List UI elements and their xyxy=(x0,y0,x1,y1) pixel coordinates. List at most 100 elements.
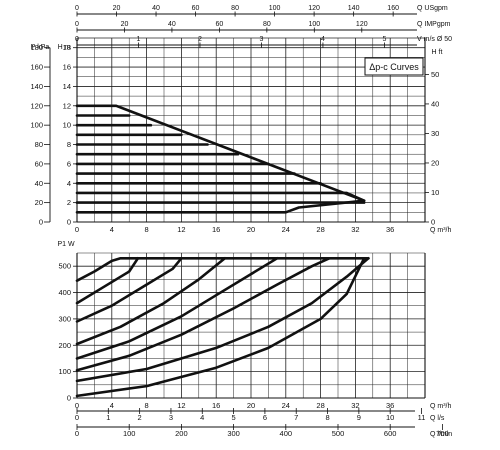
head-tick-label: 16 xyxy=(63,63,71,72)
power-flow-tick-label: 0 xyxy=(75,401,79,410)
head-ft-tick-label: 50 xyxy=(431,70,439,79)
power-curve-7 xyxy=(75,256,140,305)
pressure-tick-label: 60 xyxy=(35,159,43,168)
top-scale-tick-label: 20 xyxy=(121,21,129,28)
pressure-curve-1 xyxy=(75,199,366,214)
head-ft-tick-label: 10 xyxy=(431,188,439,197)
flow-tick-label: 12 xyxy=(177,225,185,234)
bottom-scale-tick-label: 500 xyxy=(332,429,345,438)
pressure-tick-label: 160 xyxy=(30,63,43,72)
power-flow-axis-label: Q m³/h xyxy=(430,403,451,410)
top-scale-tick-label: 60 xyxy=(215,21,223,28)
bottom-scale-tick-label: 2 xyxy=(138,413,142,422)
curve-type-badge-box xyxy=(364,57,424,76)
power-curve-2 xyxy=(75,256,370,383)
power-axis-label: P1 W xyxy=(57,241,75,248)
top-scale-tick-label: 0 xyxy=(75,36,79,43)
power-tick-label: 400 xyxy=(58,288,71,297)
top-scale-tick-label: 160 xyxy=(387,5,399,12)
bottom-scale-tick-label: 1 xyxy=(106,413,110,422)
bottom-scale-tick-label: 5 xyxy=(232,413,236,422)
bottom-scale-tick-label: 400 xyxy=(280,429,293,438)
bottom-scale-tick-label: 0 xyxy=(75,429,79,438)
bottom-scale-tick-label: 700 xyxy=(436,429,449,438)
power-curve-3 xyxy=(75,256,331,372)
bottom-scale-tick-label: 9 xyxy=(357,413,361,422)
power-flow-tick-label: 16 xyxy=(212,401,220,410)
pressure-curve-3 xyxy=(75,191,366,202)
top-scale-axis-label: V m/s Ø 50 xyxy=(417,36,452,43)
top-scale-tick-label: 1 xyxy=(137,36,141,43)
power-curve-8 xyxy=(75,256,370,283)
pressure-tick-label: 180 xyxy=(30,43,43,52)
bottom-scale-tick-label: 6 xyxy=(263,413,267,422)
top-scale-tick-label: 40 xyxy=(152,5,160,12)
power-tick-label: 500 xyxy=(58,262,71,271)
grid-layer xyxy=(76,37,426,399)
head-axis-label: H m xyxy=(58,44,71,51)
flow-tick-label: 28 xyxy=(316,225,324,234)
power-flow-tick-label: 4 xyxy=(110,401,114,410)
top-scale-axis-label: Q IMPgpm xyxy=(417,21,451,28)
flow-axis-label: Q m³/h xyxy=(430,227,451,234)
head-ft-tick-label: 0 xyxy=(431,218,435,227)
power-tick-label: 0 xyxy=(67,394,71,403)
head-tick-label: 0 xyxy=(67,218,71,227)
pressure-tick-label: 80 xyxy=(35,140,43,149)
top-scale-tick-label: 0 xyxy=(75,21,79,28)
pressure-tick-label: 20 xyxy=(35,198,43,207)
bottom-scale-axis-label: Q l/s xyxy=(430,415,445,422)
top-scale-tick-label: 40 xyxy=(168,21,176,28)
head-ft-tick-label: 40 xyxy=(431,99,439,108)
power-tick-label: 200 xyxy=(58,341,71,350)
flow-tick-label: 24 xyxy=(282,225,290,234)
head-tick-label: 4 xyxy=(67,179,71,188)
head-tick-label: 6 xyxy=(67,159,71,168)
top-scale-tick-label: 3 xyxy=(259,36,263,43)
top-scale-tick-label: 2 xyxy=(198,36,202,43)
head-tick-label: 2 xyxy=(67,198,71,207)
power-flow-tick-label: 8 xyxy=(145,401,149,410)
power-curve-6 xyxy=(75,256,183,323)
bottom-scale-tick-label: 10 xyxy=(386,413,394,422)
power-tick-label: 100 xyxy=(58,367,71,376)
head-tick-label: 10 xyxy=(63,121,71,130)
head-ft-axis-label: H ft xyxy=(432,49,443,56)
frame-layer xyxy=(44,11,443,430)
bottom-scale-tick-label: 8 xyxy=(325,413,329,422)
pressure-curve-12 xyxy=(75,104,366,202)
pressure-tick-label: 0 xyxy=(39,218,43,227)
head-ft-tick-label: 20 xyxy=(431,158,439,167)
bottom-scale-tick-label: 300 xyxy=(227,429,240,438)
power-flow-tick-label: 32 xyxy=(351,401,359,410)
bottom-scale-tick-label: 4 xyxy=(200,413,204,422)
top-scale-tick-label: 80 xyxy=(263,21,271,28)
bottom-scale-tick-label: 0 xyxy=(75,413,79,422)
top-scale-axis-label: Q USgpm xyxy=(417,5,448,12)
bottom-scale-tick-label: 100 xyxy=(123,429,136,438)
flow-tick-label: 8 xyxy=(145,225,149,234)
power-flow-tick-label: 20 xyxy=(247,401,255,410)
flow-tick-label: 20 xyxy=(247,225,255,234)
top-scale-tick-label: 140 xyxy=(348,5,360,12)
pressure-tick-label: 40 xyxy=(35,179,43,188)
bottom-scale-tick-label: 3 xyxy=(169,413,173,422)
curves-layer xyxy=(75,104,370,398)
power-curve-5 xyxy=(75,256,227,346)
top-scale-tick-label: 120 xyxy=(356,21,368,28)
top-scale-tick-label: 120 xyxy=(308,5,320,12)
flow-tick-label: 36 xyxy=(386,225,394,234)
bottom-scale-axis-label: Q l/min xyxy=(430,431,452,438)
flow-tick-label: 0 xyxy=(75,225,79,234)
head-tick-label: 12 xyxy=(63,101,71,110)
bottom-scale-tick-label: 7 xyxy=(294,413,298,422)
pressure-tick-label: 140 xyxy=(30,82,43,91)
power-flow-tick-label: 28 xyxy=(316,401,324,410)
bottom-scale-tick-label: 11 xyxy=(418,413,426,422)
head-ft-tick-label: 30 xyxy=(431,129,439,138)
power-tick-label: 300 xyxy=(58,314,71,323)
power-curve-1 xyxy=(75,256,366,398)
power-flow-tick-label: 36 xyxy=(386,401,394,410)
